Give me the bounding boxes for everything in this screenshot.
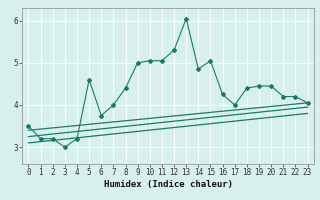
X-axis label: Humidex (Indice chaleur): Humidex (Indice chaleur) xyxy=(103,180,233,189)
